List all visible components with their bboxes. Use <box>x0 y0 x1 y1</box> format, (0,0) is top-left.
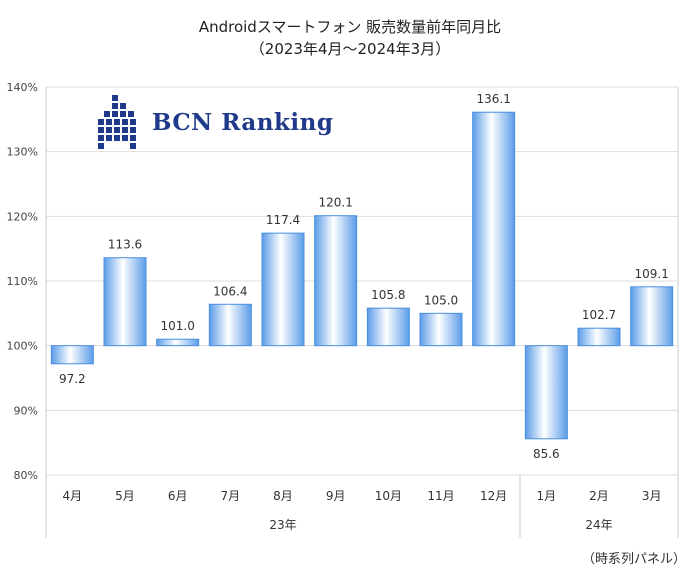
bar <box>419 312 463 347</box>
y-tick-label: 110% <box>7 275 38 288</box>
y-tick-label: 80% <box>14 469 38 482</box>
year-group-label: 23年 <box>269 518 296 532</box>
y-tick-label: 100% <box>7 340 38 353</box>
chart-title: Androidスマートフォン 販売数量前年同月比 <box>198 18 502 36</box>
bar <box>630 286 674 347</box>
logo-text: BCN Ranking <box>152 108 334 136</box>
bar <box>261 232 305 347</box>
x-tick-label: 3月 <box>642 489 662 503</box>
bcn-building-icon <box>98 95 136 149</box>
y-tick-label: 140% <box>7 81 38 94</box>
year-group-label: 24年 <box>585 518 612 532</box>
bar <box>103 257 147 347</box>
data-label: 120.1 <box>318 196 352 210</box>
data-label: 101.0 <box>160 319 194 333</box>
data-label: 117.4 <box>266 213 300 227</box>
y-tick-label: 90% <box>14 404 38 417</box>
data-label: 105.0 <box>424 293 458 307</box>
x-tick-label: 9月 <box>326 489 346 503</box>
bar <box>366 307 410 347</box>
bar <box>208 303 252 347</box>
footnote: （時系列パネル） <box>581 552 686 567</box>
bcn-ranking-logo: BCN Ranking <box>98 95 333 149</box>
x-tick-label: 7月 <box>221 489 241 503</box>
x-tick-label: 6月 <box>168 489 188 503</box>
bar <box>314 215 358 347</box>
x-tick-label: 11月 <box>427 489 454 503</box>
bar <box>524 345 568 440</box>
data-label: 102.7 <box>582 308 616 322</box>
data-label: 136.1 <box>476 92 510 106</box>
x-tick-label: 1月 <box>537 489 557 503</box>
data-label: 105.8 <box>371 288 405 302</box>
x-tick-label: 8月 <box>273 489 293 503</box>
x-tick-label: 4月 <box>63 489 83 503</box>
data-label: 109.1 <box>634 267 668 281</box>
y-tick-label: 130% <box>7 146 38 159</box>
x-tick-label: 5月 <box>115 489 135 503</box>
bar <box>577 327 621 347</box>
data-label: 85.6 <box>533 447 560 461</box>
bar <box>472 111 516 347</box>
bar <box>156 338 200 347</box>
data-label: 113.6 <box>108 238 142 252</box>
bar <box>50 345 94 365</box>
x-tick-label: 2月 <box>589 489 609 503</box>
data-label: 97.2 <box>59 372 86 386</box>
x-tick-label: 12月 <box>480 489 507 503</box>
x-tick-label: 10月 <box>375 489 402 503</box>
data-label: 106.4 <box>213 284 247 298</box>
chart-subtitle: （2023年4月～2024年3月） <box>249 40 451 58</box>
y-tick-label: 120% <box>7 210 38 223</box>
